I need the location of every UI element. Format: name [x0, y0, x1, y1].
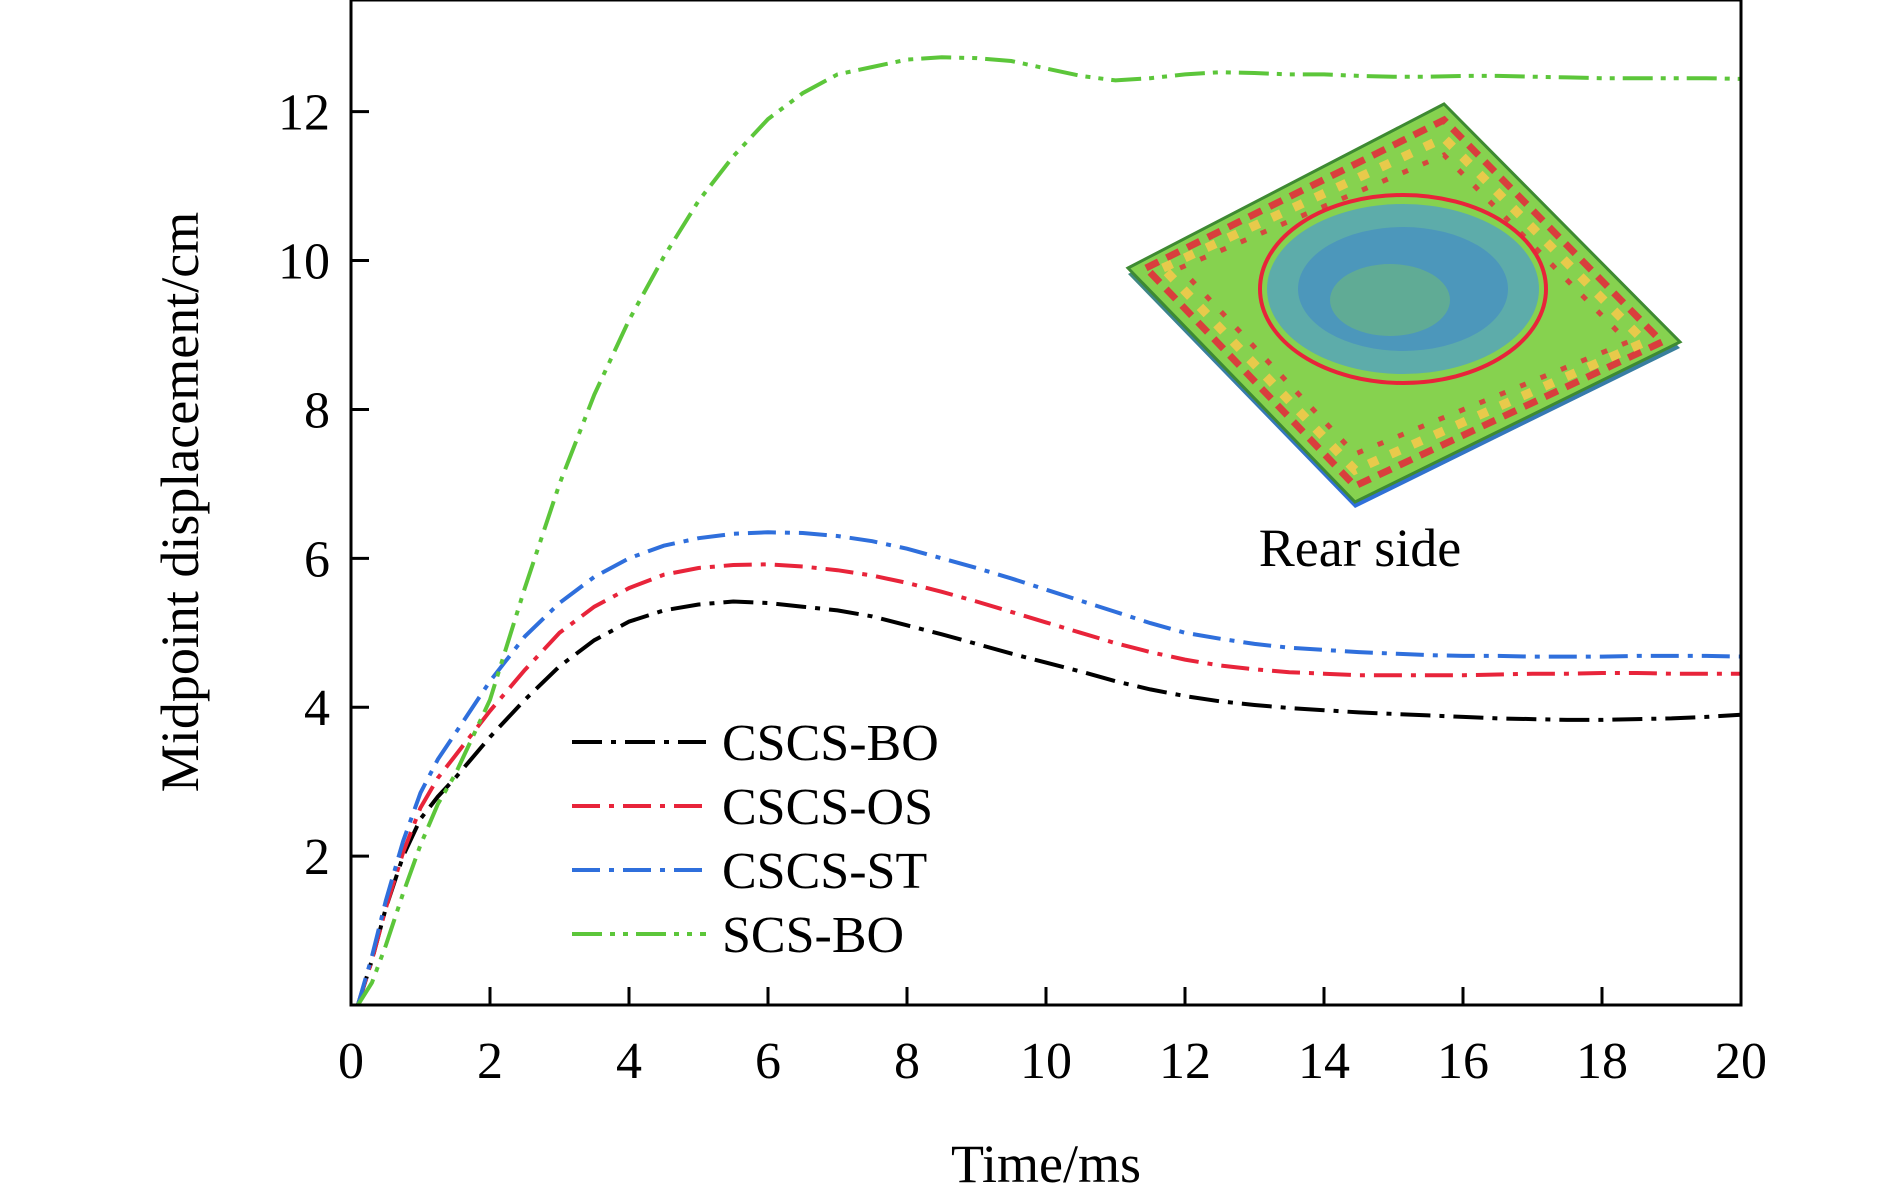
legend-label: SCS-BO [722, 907, 904, 964]
series-line-cscs-os [355, 562, 1741, 1005]
series-line-cscs-st [355, 530, 1741, 1005]
x-tick-label: 4 [616, 1033, 642, 1090]
series-layer [355, 55, 1741, 1005]
series-line-scs-bo [356, 55, 1741, 1005]
legend-label: CSCS-OS [722, 779, 933, 836]
legend-label: CSCS-BO [722, 715, 939, 772]
y-tick-label: 10 [278, 234, 330, 291]
legend-label: CSCS-ST [722, 843, 927, 900]
x-tick-label: 14 [1298, 1033, 1350, 1090]
y-axis-label: Midpoint displacement/cm [150, 212, 210, 792]
x-tick-label: 2 [477, 1033, 503, 1090]
y-tick-label: 6 [304, 531, 330, 588]
x-tick-label: 20 [1715, 1033, 1767, 1090]
plot-frame [349, 0, 1743, 1007]
y-tick-label: 8 [304, 382, 330, 439]
x-tick-label: 18 [1576, 1033, 1628, 1090]
x-axis-label: Time/ms [951, 1134, 1141, 1187]
x-axis: 0 2 4 6 8 10 12 14 16 18 20 [338, 987, 1767, 1090]
series-line-cscs-bo [355, 599, 1741, 1005]
rear-side-plate-image [1125, 102, 1683, 508]
x-tick-label: 8 [894, 1033, 920, 1090]
x-tick-label: 6 [755, 1033, 781, 1090]
legend: CSCS-BO CSCS-OS CSCS-ST SCS-BO [572, 715, 939, 964]
y-tick-label: 4 [304, 680, 330, 737]
y-tick-label: 12 [278, 85, 330, 142]
y-tick-label: 2 [304, 829, 330, 886]
x-tick-label: 0 [338, 1033, 364, 1090]
inset-caption: Rear side [1259, 518, 1461, 578]
x-tick-label: 16 [1437, 1033, 1489, 1090]
x-tick-label: 12 [1159, 1033, 1211, 1090]
y-axis: 2 4 6 8 10 12 [278, 85, 369, 886]
x-tick-label: 10 [1020, 1033, 1072, 1090]
